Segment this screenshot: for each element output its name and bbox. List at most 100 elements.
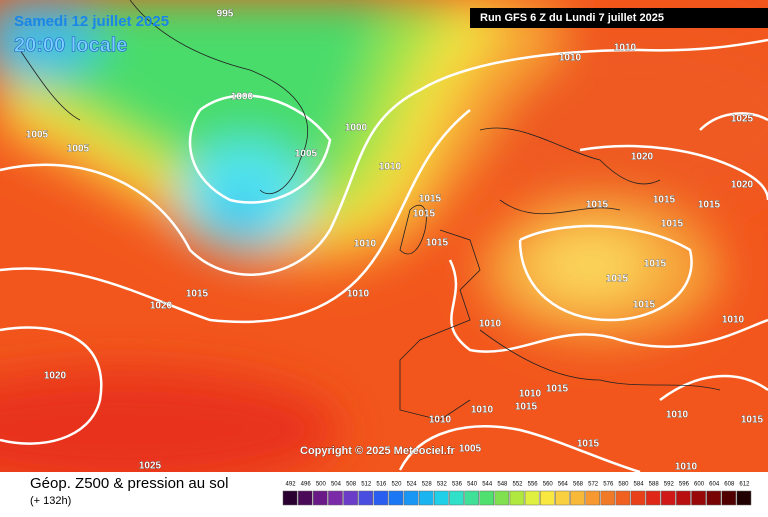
colorbar-tick-label: 552 <box>512 482 523 488</box>
isobar-label: 1015 <box>633 300 656 311</box>
isobar-label: 1010 <box>379 162 402 173</box>
colorbar-swatch <box>721 490 737 506</box>
colorbar-swatch <box>585 490 600 506</box>
isobar-label: 1015 <box>586 200 609 211</box>
colorbar-swatch <box>418 490 434 506</box>
colorbar-swatch <box>630 490 646 506</box>
isobar-label: 1010 <box>559 53 582 64</box>
colorbar-swatch <box>282 490 298 506</box>
isobar-label: 995 <box>217 9 234 20</box>
colorbar-swatch <box>736 490 752 506</box>
isobar-label: 1015 <box>413 209 436 220</box>
isobar-label: 1000 <box>231 92 254 103</box>
isobar-label: 1015 <box>653 195 676 206</box>
isobar-label: 1015 <box>577 439 600 450</box>
colorbar-tick-label: 520 <box>391 482 402 488</box>
colorbar-swatch <box>449 490 464 506</box>
colorbar-swatch <box>660 490 676 506</box>
colorbar-tick-label: 508 <box>346 482 357 488</box>
coastlines <box>19 0 721 421</box>
isobar-label: 1010 <box>471 405 494 416</box>
colorbar-swatch <box>570 490 585 506</box>
isobar-label: 1015 <box>419 194 442 205</box>
isobar-label: 1015 <box>698 200 721 211</box>
isobar-label: 1010 <box>666 410 689 421</box>
colorbar-swatch <box>434 490 449 506</box>
colorbar-tick-label: 600 <box>694 482 705 488</box>
colorbar-tick-label: 596 <box>679 482 690 488</box>
colorbar-tick-label: 592 <box>664 482 675 488</box>
isobar-label: 1020 <box>631 152 654 163</box>
isobar-label: 1025 <box>139 461 162 472</box>
colorbar-swatch <box>524 490 540 506</box>
colorbar-tick-label: 524 <box>407 482 418 488</box>
isobar-label: 1015 <box>644 259 667 270</box>
isobar-label: 1005 <box>26 130 49 141</box>
isobar-label: 1020 <box>44 371 67 382</box>
isobar-lines <box>0 38 768 472</box>
isobar-label: 1005 <box>459 444 482 455</box>
isobar-label: 1025 <box>731 114 754 125</box>
isobar-label: 1015 <box>515 402 538 413</box>
colorbar-tick-label: 500 <box>316 482 327 488</box>
colorbar-tick-label: 496 <box>301 482 312 488</box>
colorbar-tick-label: 576 <box>603 482 614 488</box>
colorbar-tick-label: 580 <box>618 482 629 488</box>
colorbar-tick-label: 568 <box>573 482 584 488</box>
colorbar-tick-label: 588 <box>649 482 660 488</box>
footer-lead: (+ 132h) <box>30 495 71 507</box>
colorbar-swatch <box>328 490 343 506</box>
colorbar-swatch <box>555 490 570 506</box>
colorbar-swatch <box>343 490 358 506</box>
isobar-label: 1015 <box>546 384 569 395</box>
run-box <box>470 8 768 28</box>
colorbar-tick-label: 536 <box>452 482 463 488</box>
isobar-label: 1020 <box>731 180 754 191</box>
field <box>0 0 768 472</box>
colorbar-tick-label: 516 <box>376 482 387 488</box>
colorbar-tick-label: 504 <box>331 482 342 488</box>
run-info: Run GFS 6 Z du Lundi 7 juillet 2025 <box>480 12 664 24</box>
colorbar-tick-label: 544 <box>482 482 493 488</box>
colorbar-tick-label: 572 <box>588 482 599 488</box>
isobar-label: 1005 <box>295 149 318 160</box>
colorbar-swatch <box>297 490 313 506</box>
colorbar-swatch <box>313 490 328 506</box>
colorbar-swatch <box>479 490 495 506</box>
colorbar-tick-label: 604 <box>709 482 720 488</box>
colorbar-tick-label: 560 <box>543 482 554 488</box>
colorbar-tick-label: 528 <box>422 482 433 488</box>
isobar-label: 1000 <box>345 123 368 134</box>
isobar-label: 1015 <box>426 238 449 249</box>
colorbar-tick-label: 612 <box>739 482 750 488</box>
isobar-label: 1020 <box>150 301 173 312</box>
colorbar-swatch <box>388 490 404 506</box>
colorbar-swatch <box>645 490 661 506</box>
colorbar-swatch <box>464 490 479 506</box>
colorbar-swatch <box>403 490 419 506</box>
colorbar-swatch <box>509 490 525 506</box>
colorbar-swatch <box>600 490 616 506</box>
isobar-label: 1010 <box>519 389 542 400</box>
isobar-label: 1005 <box>67 144 90 155</box>
colorbar-tick-label: 548 <box>497 482 508 488</box>
copyright: Copyright © 2025 Meteociel.fr <box>300 445 456 457</box>
colorbar-swatch <box>706 490 721 506</box>
isobar-label: 1015 <box>661 219 684 230</box>
colorbar-swatch <box>615 490 631 506</box>
colorbar-swatch <box>691 490 706 506</box>
isobar-label: 1010 <box>479 319 502 330</box>
isobar-label: 1010 <box>614 43 637 54</box>
colorbar-tick-label: 564 <box>558 482 569 488</box>
colorbar-tick-label: 608 <box>724 482 735 488</box>
colorbar-tick-label: 492 <box>286 482 297 488</box>
colorbar-tick-label: 532 <box>437 482 448 488</box>
colorbar-swatch <box>676 490 691 506</box>
date: Samedi 12 juillet 2025 <box>14 13 169 30</box>
colorbar-tick-label: 584 <box>634 482 645 488</box>
isobar-label: 1010 <box>354 239 377 250</box>
isobar-label: 1010 <box>675 462 698 473</box>
colorbar-swatch <box>373 490 389 506</box>
colorbar-swatch <box>358 490 374 506</box>
footer-title: Géop. Z500 & pression au sol <box>30 475 228 492</box>
